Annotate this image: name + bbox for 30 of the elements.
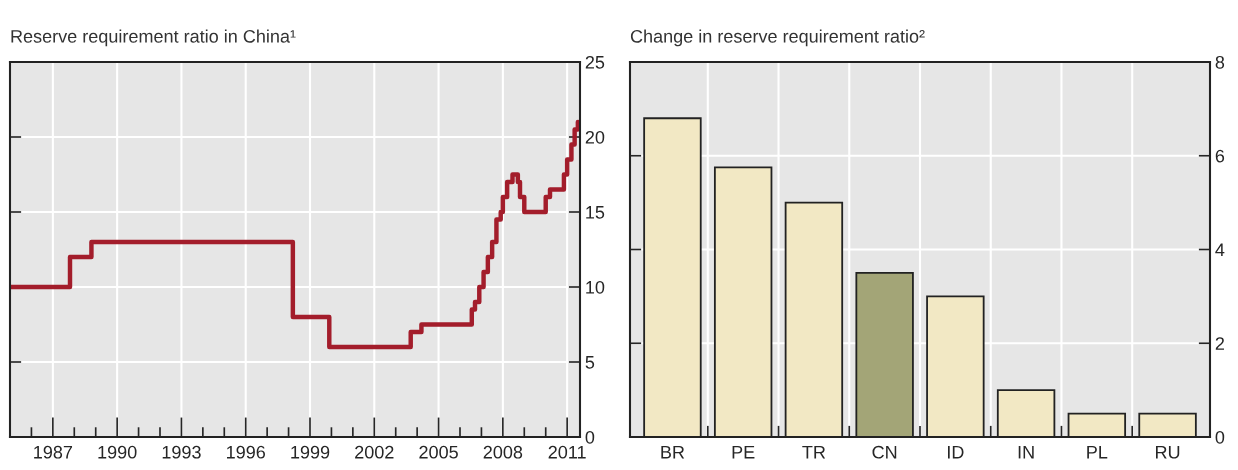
y-tick-label: 0 bbox=[585, 430, 595, 444]
y-tick-label: 6 bbox=[1215, 149, 1225, 163]
chart-title: Reserve requirement ratio in China¹ bbox=[11, 29, 296, 47]
y-tick-label: 4 bbox=[1215, 243, 1225, 257]
x-tick-label: 1999 bbox=[291, 445, 330, 459]
y-tick-label: 20 bbox=[585, 130, 605, 144]
x-tick-label: 2008 bbox=[483, 445, 523, 459]
y-tick-label: 15 bbox=[586, 206, 605, 219]
x-tick-label: CN bbox=[872, 445, 897, 459]
x-tick-label: 1993 bbox=[162, 445, 201, 459]
x-tick-label: ID bbox=[948, 446, 964, 459]
x-tick-label: BR bbox=[661, 446, 685, 459]
x-tick-label: 2011 bbox=[548, 445, 586, 459]
chart-title: Change in reserve requirement ratio² bbox=[630, 29, 925, 47]
y-tick-label: 8 bbox=[1215, 55, 1225, 69]
x-tick-label: RU bbox=[1156, 446, 1180, 459]
y-tick-label: 25 bbox=[585, 55, 605, 69]
y-tick-label: 5 bbox=[585, 356, 595, 369]
x-tick-label: 1990 bbox=[98, 445, 137, 459]
x-tick-label: 2005 bbox=[419, 445, 458, 459]
y-tick-label: 2 bbox=[1215, 337, 1224, 350]
x-tick-label: 1996 bbox=[227, 445, 266, 459]
x-tick-label: 1987 bbox=[34, 445, 73, 459]
y-tick-label: 0 bbox=[1215, 430, 1225, 444]
x-tick-label: PL bbox=[1087, 446, 1108, 459]
x-tick-label: IN bbox=[1018, 446, 1034, 459]
x-tick-label: PE bbox=[732, 446, 755, 459]
x-tick-label: TR bbox=[802, 446, 826, 459]
y-tick-label: 10 bbox=[586, 280, 605, 294]
x-tick-label: 2002 bbox=[355, 445, 394, 459]
